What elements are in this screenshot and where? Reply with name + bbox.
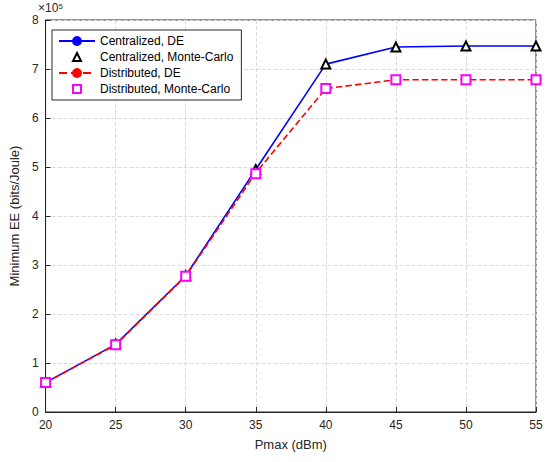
svg-text:Pmax (dBm): Pmax (dBm) (255, 437, 327, 452)
svg-text:6: 6 (32, 111, 39, 125)
svg-text:8: 8 (32, 13, 39, 27)
svg-text:5: 5 (32, 160, 39, 174)
svg-text:3: 3 (32, 258, 39, 272)
svg-text:25: 25 (109, 418, 123, 432)
svg-text:×10⁵: ×10⁵ (38, 1, 63, 15)
svg-text:0: 0 (32, 405, 39, 419)
svg-text:20: 20 (39, 418, 53, 432)
svg-text:Centralized, DE: Centralized, DE (100, 34, 184, 48)
svg-text:Distributed, Monte-Carlo: Distributed, Monte-Carlo (100, 82, 230, 96)
svg-text:Minimum EE (bits/Joule): Minimum EE (bits/Joule) (7, 146, 22, 287)
svg-text:30: 30 (179, 418, 193, 432)
svg-text:40: 40 (319, 418, 333, 432)
svg-text:1: 1 (32, 356, 39, 370)
svg-text:4: 4 (32, 209, 39, 223)
svg-text:35: 35 (249, 418, 263, 432)
svg-text:2: 2 (32, 307, 39, 321)
svg-text:55: 55 (529, 418, 543, 432)
svg-text:45: 45 (389, 418, 403, 432)
svg-text:Centralized, Monte-Carlo: Centralized, Monte-Carlo (100, 50, 234, 64)
svg-text:50: 50 (459, 418, 473, 432)
svg-text:Distributed, DE: Distributed, DE (100, 66, 181, 80)
svg-text:7: 7 (32, 62, 39, 76)
